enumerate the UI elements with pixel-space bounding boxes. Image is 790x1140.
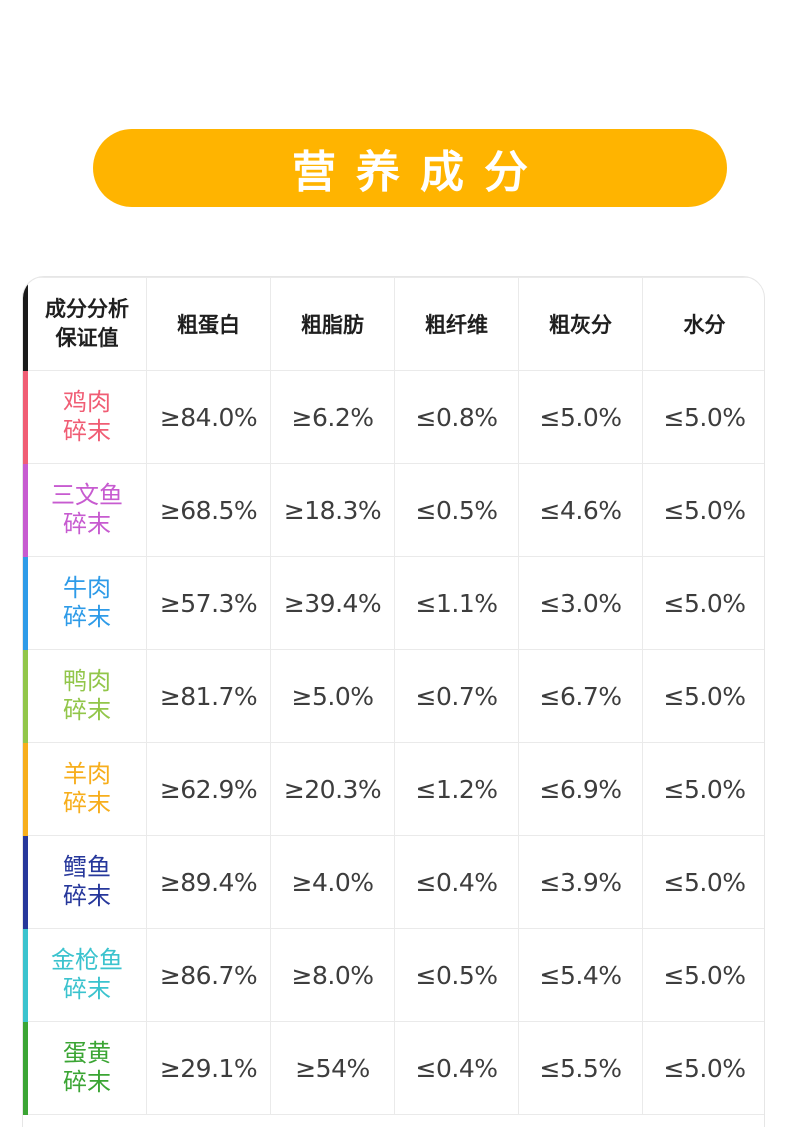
value-cell: ≥6.2% <box>270 370 395 464</box>
ingredient-name-cell: 牛肉 碎末 <box>23 556 147 650</box>
ingredient-name-line: 鸡肉 <box>63 388 111 416</box>
ingredient-name-line: 金枪鱼 <box>51 946 123 974</box>
ingredient-name-cell: 三文鱼 碎末 <box>23 463 147 557</box>
nutrition-table: 成分分析 保证值 粗蛋白 粗脂肪 粗纤维 粗灰分 水分 鸡肉 碎末 ≥84.0% ≥6… <box>23 277 764 1115</box>
value-cell: ≥39.4% <box>270 556 395 650</box>
header-row: 成分分析 保证值 粗蛋白 粗脂肪 粗纤维 粗灰分 水分 <box>23 277 764 371</box>
column-header: 粗脂肪 <box>270 277 395 371</box>
value-cell: ≤0.4% <box>394 1021 519 1115</box>
value-cell: ≤5.0% <box>518 370 643 464</box>
value-cell: ≥29.1% <box>146 1021 271 1115</box>
ingredient-name-cell: 羊肉 碎末 <box>23 742 147 836</box>
value-cell: ≤5.0% <box>642 1021 764 1115</box>
ingredient-name-line: 碎末 <box>63 975 111 1003</box>
value-cell: ≤1.2% <box>394 742 519 836</box>
ingredient-name-line: 碎末 <box>63 603 111 631</box>
ingredient-name-cell: 蛋黄 碎末 <box>23 1021 147 1115</box>
title-banner: 营养成分 <box>93 129 727 207</box>
value-cell: ≤1.1% <box>394 556 519 650</box>
nutrition-table-card: 成分分析 保证值 粗蛋白 粗脂肪 粗纤维 粗灰分 水分 鸡肉 碎末 ≥84.0% ≥6… <box>22 276 765 1127</box>
value-cell: ≤5.0% <box>642 928 764 1022</box>
ingredient-name-line: 蛋黄 <box>63 1039 111 1067</box>
value-cell: ≤3.9% <box>518 835 643 929</box>
column-header: 粗纤维 <box>394 277 519 371</box>
value-cell: ≥18.3% <box>270 463 395 557</box>
value-cell: ≤5.0% <box>642 835 764 929</box>
ingredient-name-line: 碎末 <box>63 789 111 817</box>
table-row: 鸡肉 碎末 ≥84.0% ≥6.2% ≤0.8% ≤5.0% ≤5.0% <box>23 370 764 464</box>
value-cell: ≥81.7% <box>146 649 271 743</box>
table-row: 三文鱼 碎末 ≥68.5% ≥18.3% ≤0.5% ≤4.6% ≤5.0% <box>23 463 764 557</box>
value-cell: ≤0.5% <box>394 928 519 1022</box>
value-cell: ≤5.0% <box>642 463 764 557</box>
ingredient-name-line: 碎末 <box>63 417 111 445</box>
value-cell: ≥89.4% <box>146 835 271 929</box>
value-cell: ≤5.0% <box>642 742 764 836</box>
corner-line-1: 成分分析 <box>45 297 129 321</box>
value-cell: ≥8.0% <box>270 928 395 1022</box>
value-cell: ≤5.5% <box>518 1021 643 1115</box>
ingredient-name-line: 碎末 <box>63 882 111 910</box>
value-cell: ≤5.0% <box>642 556 764 650</box>
table-row: 蛋黄 碎末 ≥29.1% ≥54% ≤0.4% ≤5.5% ≤5.0% <box>23 1021 764 1115</box>
value-cell: ≥57.3% <box>146 556 271 650</box>
ingredient-name-line: 羊肉 <box>63 760 111 788</box>
value-cell: ≤0.4% <box>394 835 519 929</box>
ingredient-name-cell: 鳕鱼 碎末 <box>23 835 147 929</box>
ingredient-name-line: 碎末 <box>63 1068 111 1096</box>
value-cell: ≤6.7% <box>518 649 643 743</box>
column-header: 粗蛋白 <box>146 277 271 371</box>
value-cell: ≥86.7% <box>146 928 271 1022</box>
table-row: 鳕鱼 碎末 ≥89.4% ≥4.0% ≤0.4% ≤3.9% ≤5.0% <box>23 835 764 929</box>
value-cell: ≤0.8% <box>394 370 519 464</box>
value-cell: ≤4.6% <box>518 463 643 557</box>
ingredient-name-cell: 金枪鱼 碎末 <box>23 928 147 1022</box>
table-row: 鸭肉 碎末 ≥81.7% ≥5.0% ≤0.7% ≤6.7% ≤5.0% <box>23 649 764 743</box>
value-cell: ≥68.5% <box>146 463 271 557</box>
value-cell: ≥62.9% <box>146 742 271 836</box>
ingredient-name-cell: 鸡肉 碎末 <box>23 370 147 464</box>
value-cell: ≤3.0% <box>518 556 643 650</box>
table-row: 羊肉 碎末 ≥62.9% ≥20.3% ≤1.2% ≤6.9% ≤5.0% <box>23 742 764 836</box>
corner-line-2: 保证值 <box>55 326 119 350</box>
column-header: 粗灰分 <box>518 277 643 371</box>
ingredient-name-line: 三文鱼 <box>51 481 123 509</box>
value-cell: ≤0.5% <box>394 463 519 557</box>
value-cell: ≤6.9% <box>518 742 643 836</box>
value-cell: ≤5.0% <box>642 649 764 743</box>
column-header: 水分 <box>642 277 764 371</box>
value-cell: ≤5.4% <box>518 928 643 1022</box>
corner-header: 成分分析 保证值 <box>23 277 147 371</box>
table-row: 牛肉 碎末 ≥57.3% ≥39.4% ≤1.1% ≤3.0% ≤5.0% <box>23 556 764 650</box>
table-row: 金枪鱼 碎末 ≥86.7% ≥8.0% ≤0.5% ≤5.4% ≤5.0% <box>23 928 764 1022</box>
value-cell: ≥4.0% <box>270 835 395 929</box>
value-cell: ≥20.3% <box>270 742 395 836</box>
value-cell: ≥5.0% <box>270 649 395 743</box>
value-cell: ≤0.7% <box>394 649 519 743</box>
ingredient-name-cell: 鸭肉 碎末 <box>23 649 147 743</box>
ingredient-name-line: 鸭肉 <box>63 667 111 695</box>
value-cell: ≥54% <box>270 1021 395 1115</box>
value-cell: ≤5.0% <box>642 370 764 464</box>
ingredient-name-line: 牛肉 <box>63 574 111 602</box>
ingredient-name-line: 碎末 <box>63 696 111 724</box>
value-cell: ≥84.0% <box>146 370 271 464</box>
banner-title: 营养成分 <box>292 147 548 198</box>
ingredient-name-line: 碎末 <box>63 510 111 538</box>
ingredient-name-line: 鳕鱼 <box>63 853 111 881</box>
